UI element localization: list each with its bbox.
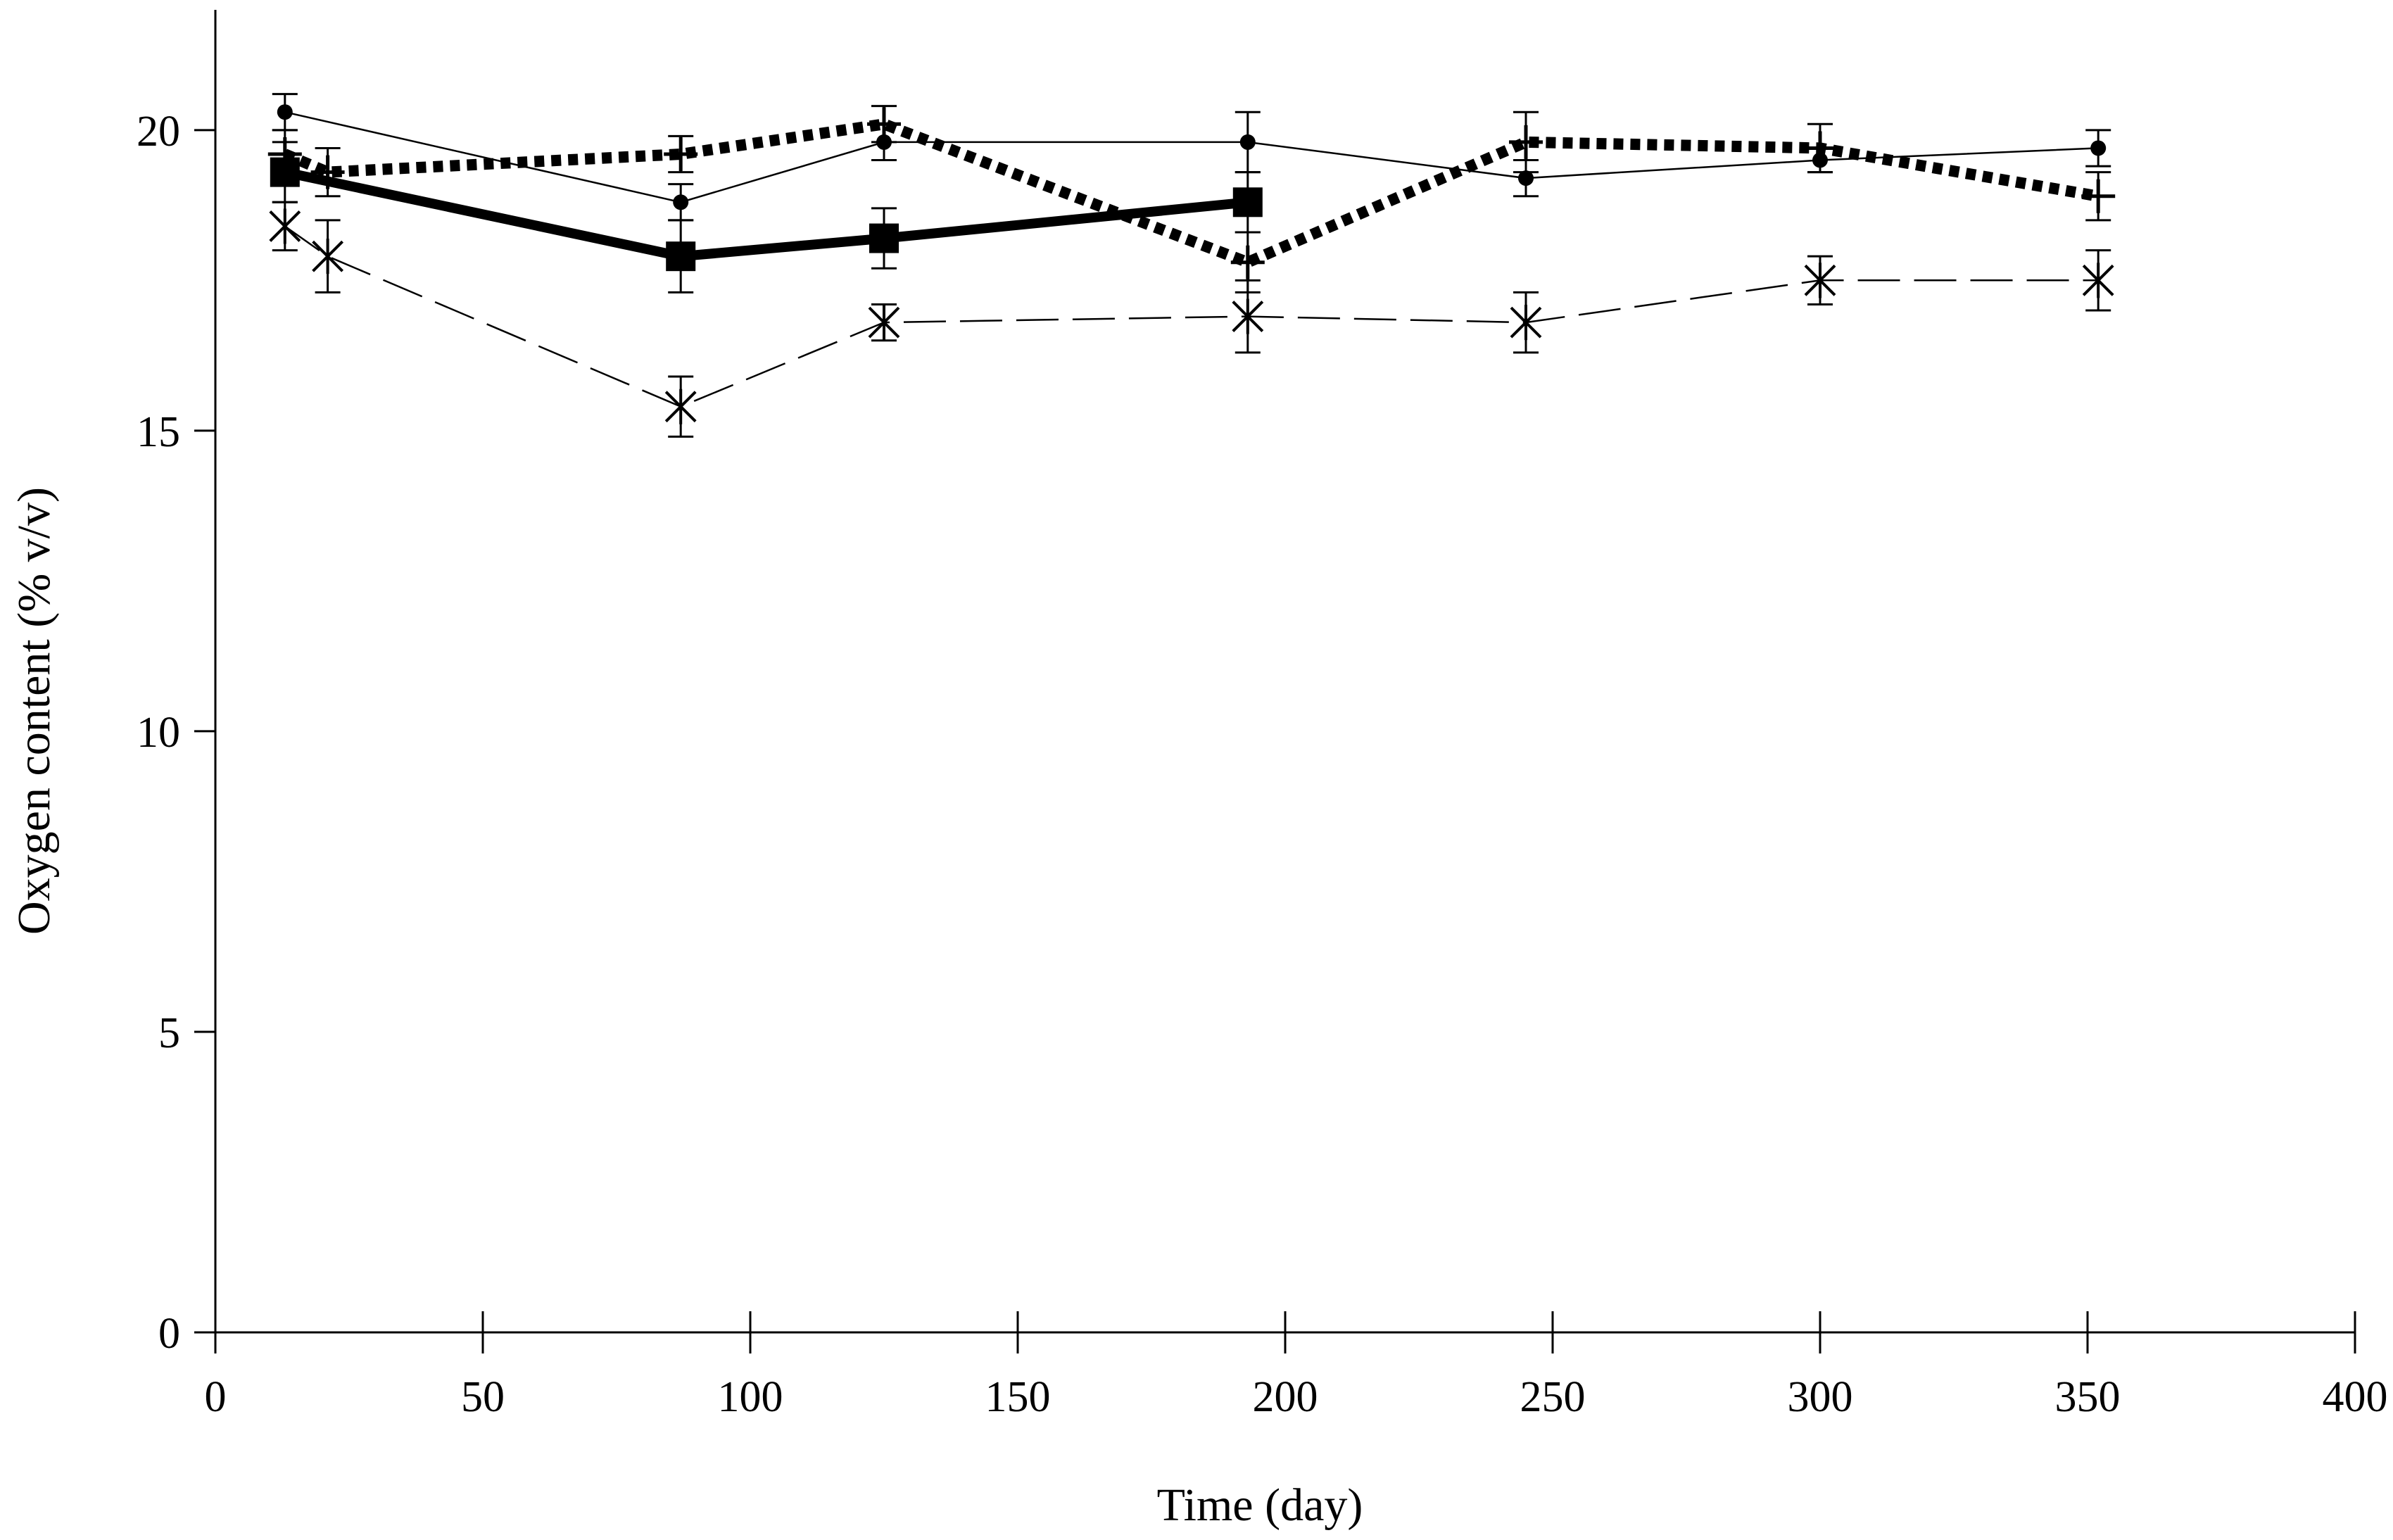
- x-axis-title: Time (day): [1157, 1479, 1363, 1531]
- plus-marker: [1803, 131, 1837, 165]
- series-line: [282, 118, 2100, 269]
- x-tick-label: 0: [205, 1373, 227, 1421]
- square-marker: [869, 223, 899, 253]
- square-marker: [270, 157, 300, 187]
- y-tick-label: 20: [137, 108, 180, 156]
- circle-marker: [277, 104, 293, 120]
- asterisk-marker: [1232, 298, 1264, 334]
- square-marker: [666, 241, 696, 272]
- plus-marker: [2081, 179, 2116, 213]
- x-tick-label: 300: [1788, 1373, 1853, 1421]
- y-tick-label: 10: [137, 709, 180, 757]
- asterisk-marker: [868, 305, 900, 341]
- x-tick-label: 100: [718, 1373, 783, 1421]
- asterisk-marker: [312, 239, 344, 274]
- x-tick-label: 150: [985, 1373, 1051, 1421]
- asterisk-marker: [1804, 263, 1836, 298]
- square-marker: [1232, 187, 1263, 217]
- plus-marker: [1230, 245, 1265, 279]
- plus-marker: [867, 107, 901, 141]
- asterisk-marker: [664, 389, 697, 424]
- plus-marker: [1509, 125, 1543, 159]
- x-tick-label: 50: [461, 1373, 505, 1421]
- x-tick-label: 400: [2323, 1373, 2388, 1421]
- x-tick-label: 200: [1253, 1373, 1318, 1421]
- series-line: [284, 167, 1249, 262]
- y-axis-title: Oxygen content (% v/v): [8, 487, 60, 935]
- circle-marker: [1518, 170, 1534, 187]
- asterisk-marker: [1510, 305, 1542, 341]
- y-tick-label: 0: [158, 1310, 180, 1358]
- series-asterisk-dashed: [269, 201, 2114, 438]
- circle-marker: [2090, 140, 2107, 156]
- series-plus-thick-dotted: [267, 105, 2116, 294]
- y-tick-label: 15: [137, 408, 180, 456]
- x-tick-label: 350: [2055, 1373, 2121, 1421]
- asterisk-marker: [2082, 263, 2114, 298]
- circle-marker: [673, 194, 689, 210]
- series-line: [284, 225, 2099, 408]
- series-square-thick-solid: [270, 141, 1263, 294]
- circle-marker: [1239, 134, 1256, 150]
- asterisk-marker: [269, 208, 301, 244]
- x-tick-label: 250: [1520, 1373, 1586, 1421]
- plus-marker: [664, 137, 698, 171]
- y-tick-label: 5: [158, 1009, 180, 1057]
- series-layer: [267, 93, 2116, 438]
